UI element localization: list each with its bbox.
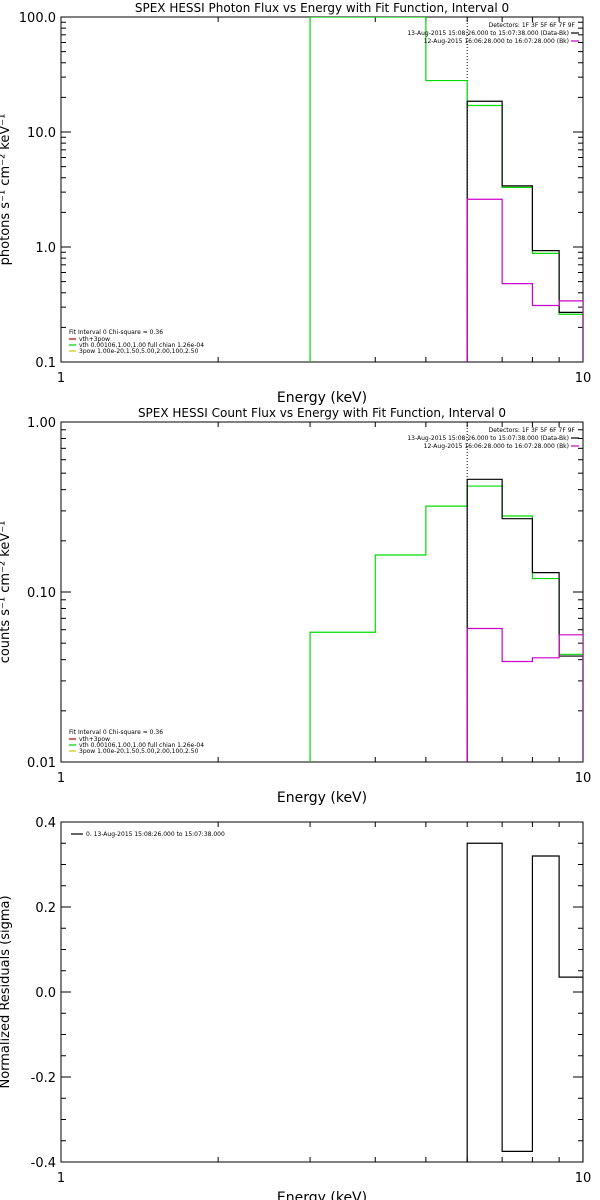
chart-title: SPEX HESSI Photon Flux vs Energy with Fi…: [135, 1, 509, 15]
x-axis-label: Energy (keV): [277, 1190, 367, 1200]
x-tick-label: 1: [57, 371, 65, 386]
y-tick-label: 1.0: [35, 241, 56, 256]
x-axis-label: Energy (keV): [277, 790, 367, 806]
series-group: [309, 478, 583, 762]
fit-legend-title: Fit Interval 0 Chi-square = 0.36: [69, 329, 163, 336]
plot-frame: [60, 421, 584, 763]
y-tick-label: -0.4: [31, 1156, 56, 1171]
series-fit-line: [309, 485, 583, 762]
panel-0: 1 10 0.1 1.0 10.0 100.0 SPEX HESSI Photon Flux…: [0, 1, 591, 406]
y-tick-label: 0.01: [27, 756, 56, 771]
header-entry-label: 12-Aug-2015 16:06:28.000 to 16:07:28.000…: [424, 38, 569, 45]
y-axis-label: counts s⁻¹ cm⁻² keV⁻¹: [0, 521, 13, 664]
chart-title: SPEX HESSI Count Flux vs Energy with Fit…: [138, 406, 506, 420]
y-tick-label: 0.10: [27, 586, 56, 601]
detectors-label: Detectors: 1F 3F 5F 6F 7F 9F: [489, 427, 576, 434]
fit-legend-label: vth+3pow: [79, 336, 110, 343]
series-group: [309, 17, 583, 362]
series-background-line: [466, 198, 583, 362]
y-axis-label: Normalized Residuals (sigma): [0, 895, 13, 1088]
y-tick-label: 1.00: [27, 416, 56, 431]
panel-1: 1 10 0.01 0.10 1.00 SPEX HESSI Count Flux vs …: [0, 406, 591, 806]
x-tick-label: 10: [575, 1171, 592, 1186]
plot-frame: [60, 821, 584, 1163]
series-background-line: [466, 627, 583, 762]
header-entry-label: 13-Aug-2015 15:08:26.000 to 15:07:38.000…: [407, 435, 569, 442]
y-tick-label: 0.1: [35, 356, 56, 371]
fit-legend-label: vth+3pow: [79, 736, 110, 743]
fit-legend-label: 3pow 1.00e-20,1.50,5.00,2.00,100,2.50: [79, 348, 199, 355]
y-tick-label: 0.2: [35, 901, 56, 916]
x-tick-label: 1: [57, 771, 65, 786]
fit-legend-label: 3pow 1.00e-20,1.50,5.00,2.00,100,2.50: [79, 748, 199, 755]
fit-legend-label: vth 0.00106,1.00,1.00 full chian 1.26e-0…: [79, 342, 204, 349]
x-tick-label: 10: [575, 771, 592, 786]
series-data-line: [466, 478, 583, 762]
y-tick-label: 0.4: [35, 816, 56, 831]
y-tick-label: 10.0: [27, 126, 56, 141]
fit-legend-title: Fit Interval 0 Chi-square = 0.36: [69, 729, 163, 736]
series-fit-line: [309, 17, 583, 362]
series-residuals-line: [466, 842, 583, 1162]
panel-2: 1 10 -0.4 -0.2 0.0 0.2 0.4 Energy (keV) Normaliz…: [0, 816, 591, 1200]
plot-frame: [60, 16, 584, 363]
series-group: [466, 842, 583, 1162]
y-axis-label: photons s⁻¹ cm⁻² keV⁻¹: [0, 114, 13, 266]
series-data-line: [466, 100, 583, 362]
residual-legend-label: 0. 13-Aug-2015 15:08:26.000 to 15:07:38.…: [86, 831, 225, 838]
x-tick-label: 1: [57, 1171, 65, 1186]
y-tick-label: 0.0: [35, 986, 56, 1001]
y-tick-label: -0.2: [31, 1071, 56, 1086]
header-entry-label: 13-Aug-2015 15:08:26.000 to 15:07:38.000…: [407, 30, 569, 37]
header-entry-label: 12-Aug-2015 16:06:28.000 to 16:07:28.000…: [424, 443, 569, 450]
detectors-label: Detectors: 1F 3F 5F 6F 7F 9F: [489, 22, 576, 29]
fit-legend-label: vth 0.00106,1.00,1.00 full chian 1.26e-0…: [79, 742, 204, 749]
x-tick-label: 10: [575, 371, 592, 386]
x-axis-label: Energy (keV): [277, 390, 367, 406]
y-tick-label: 100.0: [19, 11, 56, 26]
